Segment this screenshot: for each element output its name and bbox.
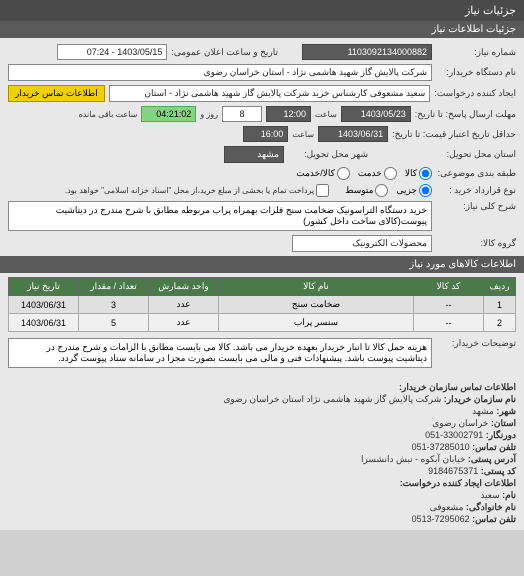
delivery-city: مشهد [224, 146, 284, 163]
validity-time-label: ساعت [292, 130, 314, 139]
col-qty: تعداد / مقدار [79, 278, 149, 296]
radio-goods-service[interactable]: کالا/خدمت [296, 167, 350, 180]
remain-time: 04:21:02 [141, 106, 196, 122]
desc-text: خرید دستگاه التراسونیک ضخامت سنج فلزات ب… [8, 201, 432, 231]
table-row[interactable]: 1 -- ضخامت سنج عدد 3 1403/06/31 [9, 296, 516, 314]
contact-info-button[interactable]: اطلاعات تماس خریدار [8, 85, 105, 102]
group-label: گروه کالا: [436, 238, 516, 249]
contract-type-radios: جزیی متوسط [345, 184, 432, 197]
table-row[interactable]: 2 -- سنسر پراب عدد 5 1403/06/31 [9, 314, 516, 332]
col-row: ردیف [484, 278, 516, 296]
buyer-org-label: نام دستگاه خریدار: [436, 67, 516, 78]
form-area: شماره نیاز: 1103092134000882 تاریخ و ساع… [0, 38, 524, 378]
payment-note-check[interactable]: پرداخت تمام یا بخشی از مبلغ خرید،از محل … [65, 184, 329, 197]
buyer-org-field: شرکت پالایش گاز شهید هاشمی نژاد - استان … [8, 64, 432, 81]
radio-partial[interactable]: جزیی [396, 184, 432, 197]
announce-value: 1403/05/15 - 07:24 [57, 44, 167, 60]
validity-label: حداقل تاریخ اعتبار قیمت: تا تاریخ: [392, 129, 516, 140]
contact-header: اطلاعات تماس سازمان خریدار: [399, 382, 516, 392]
buyer-notes-label: توضیحات خریدار: [436, 338, 516, 349]
buyer-notes-text: هزینه حمل کالا تا انبار خریدار بعهده خری… [8, 338, 432, 368]
radio-service[interactable]: خدمت [358, 167, 397, 180]
deadline-time: 12:00 [266, 106, 311, 122]
req-number-field: 1103092134000882 [302, 44, 432, 60]
col-code: کد کالا [414, 278, 484, 296]
req-number-label: شماره نیاز: [436, 47, 516, 58]
creator-field: سعید مشعوفی کارشناس خرید شرکت پالایش گاز… [109, 85, 431, 102]
page-header: جزئیات نیاز [0, 0, 524, 21]
delivery-province-label: استان محل تحویل: [436, 149, 516, 160]
col-date: تاریخ نیاز [9, 278, 79, 296]
contact-section: اطلاعات تماس سازمان خریدار: نام سازمان خ… [0, 378, 524, 530]
table-section-header: اطلاعات کالاهای مورد نیاز [0, 256, 524, 273]
announce-label: تاریخ و ساعت اعلان عمومی: [171, 47, 278, 58]
deadline-time-label: ساعت [315, 110, 337, 119]
remain-label: ساعت باقی مانده [79, 110, 138, 119]
creator-contact-header: اطلاعات ایجاد کننده درخواست: [400, 478, 516, 488]
deadline-label: مهلت ارسال پاسخ: تا تاریخ: [415, 109, 516, 120]
delivery-city-label: شهر محل تحویل: [288, 149, 368, 160]
budget-type-label: طبقه بندی موضوعی: [436, 168, 516, 179]
table-header-row: ردیف کد کالا نام کالا واحد شمارش تعداد /… [9, 278, 516, 296]
validity-time: 16:00 [243, 126, 288, 142]
desc-label: شرح کلی نیاز: [436, 201, 516, 212]
radio-medium[interactable]: متوسط [345, 184, 388, 197]
page-title: جزئیات نیاز [465, 5, 516, 17]
group-value: محصولات الکترونیک [292, 235, 432, 252]
days-value: 8 [222, 106, 262, 122]
creator-label: ایجاد کننده درخواست: [434, 88, 516, 99]
budget-type-radios: کالا خدمت کالا/خدمت [296, 167, 432, 180]
col-name: نام کالا [219, 278, 414, 296]
contract-type-label: نوع قرارداد خرید : [436, 185, 516, 196]
section-info-header: جزئیات اطلاعات نیاز [0, 21, 524, 38]
deadline-date: 1403/05/23 [341, 106, 411, 122]
days-label: روز و [200, 110, 218, 119]
items-table: ردیف کد کالا نام کالا واحد شمارش تعداد /… [8, 277, 516, 332]
col-unit: واحد شمارش [149, 278, 219, 296]
radio-goods[interactable]: کالا [405, 167, 432, 180]
validity-date: 1403/06/31 [318, 126, 388, 142]
